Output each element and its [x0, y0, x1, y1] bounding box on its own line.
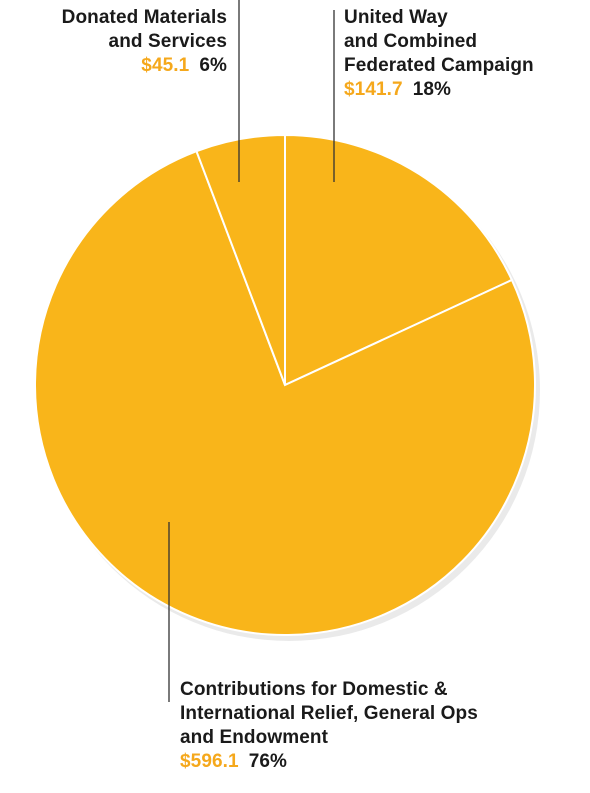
slice-label-line: and Services [108, 31, 227, 52]
slice-label-line: United Way [344, 7, 448, 28]
slice-donated-materials [195, 133, 286, 386]
slice-label-line: and Combined [344, 31, 478, 52]
slice-amount-contributions: $596.1 [180, 751, 239, 772]
slice-label-line: Federated Campaign [344, 55, 534, 76]
slice-label-line: Donated Materials [61, 7, 227, 28]
slice-label-line: Contributions for Domestic & [180, 679, 448, 700]
slice-label-line: International Relief, General Ops [180, 703, 478, 724]
slice-amount-donated-materials: $45.1 [141, 55, 190, 76]
slice-percent-donated-materials: 6% [199, 55, 227, 76]
slice-label-united-way: United Way and Combined Federated Campai… [344, 6, 534, 102]
slice-percent-united-way: 18% [412, 79, 452, 100]
slice-percent-contributions: 76% [248, 751, 288, 772]
slice-amount-united-way: $141.7 [344, 79, 403, 100]
slice-label-line: and Endowment [180, 727, 329, 748]
slice-label-contributions: Contributions for Domestic & Internation… [180, 678, 478, 774]
slice-contributions [34, 149, 536, 636]
slice-united-way [284, 133, 514, 387]
slice-label-donated-materials: Donated Materials and Services $45.1 6% [62, 6, 227, 78]
